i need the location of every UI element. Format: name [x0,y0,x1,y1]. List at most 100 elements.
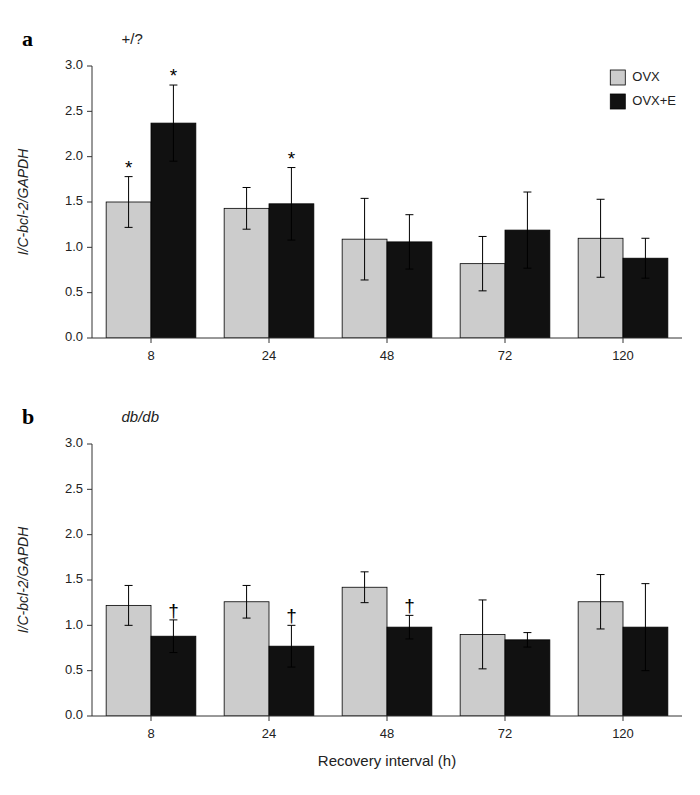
error-cap [243,618,251,619]
error-bar [405,615,413,639]
y-tick [87,202,92,203]
error-stem [482,600,483,669]
panel: 0.00.51.01.52.02.53.0***8244872120I/C-bc… [15,26,682,363]
y-tick-label: 2.0 [65,526,83,541]
y-tick [87,670,92,671]
x-tick [505,716,506,721]
error-cap [243,187,251,188]
error-bar [287,625,295,667]
error-bar [641,584,649,671]
y-tick [87,111,92,112]
legend-item: OVX+E [610,93,676,109]
error-stem [527,192,528,268]
y-tick [87,716,92,717]
x-axis-label: Recovery interval (h) [318,752,456,769]
error-cap [479,236,487,237]
error-stem [600,575,601,629]
x-tick-label: 24 [262,348,276,363]
x-tick [151,338,152,343]
error-bar [243,187,251,229]
significance-label: † [404,595,415,616]
error-stem [364,572,365,603]
error-stem [128,585,129,625]
x-tick [623,338,624,343]
marks [106,572,668,716]
error-cap [597,628,605,629]
panel-title: a [22,26,33,51]
y-tick [87,156,92,157]
background [0,0,700,795]
error-cap [597,277,605,278]
panel: 0.00.51.01.52.02.53.0†††8244872120I/C-bc… [15,404,682,769]
y-tick-label: 2.5 [65,103,83,118]
error-cap [641,583,649,584]
error-stem [128,177,129,228]
error-bar [479,600,487,669]
y-tick [87,625,92,626]
error-cap [361,198,369,199]
legend-label: OVX+E [632,93,676,108]
error-stem [173,85,174,161]
error-cap [169,652,177,653]
chart-root: 0.00.51.01.52.02.53.0***8244872120I/C-bc… [0,0,700,795]
error-stem [600,199,601,277]
x-tick-label: 24 [262,726,276,741]
x-tick-label: 48 [380,348,394,363]
error-stem [291,168,292,241]
error-cap [597,199,605,200]
x-tick-label: 72 [498,348,512,363]
legend: OVX OVX+E [610,69,676,109]
x-tick [387,716,388,721]
error-cap [405,269,413,270]
error-bar [243,585,251,618]
error-cap [479,290,487,291]
y-axis [92,66,93,338]
error-cap [641,670,649,671]
error-cap [597,574,605,575]
y-tick-label: 3.0 [65,435,83,450]
error-cap [361,602,369,603]
error-stem [645,238,646,278]
bar [342,587,387,716]
y-axis-label: I/C-bcl-2/GAPDH [15,526,31,633]
y-tick-label: 2.0 [65,148,83,163]
significance-label: * [125,157,133,178]
y-tick-label: 1.0 [65,239,83,254]
panel-title: b [22,404,34,429]
error-bar [361,198,369,280]
error-cap [125,585,133,586]
y-tick-label: 2.5 [65,481,83,496]
x-tick-label: 48 [380,726,394,741]
sig-labels: ††† [168,595,415,626]
sig-labels: *** [125,65,296,178]
error-bar [361,572,369,603]
x-tick [269,716,270,721]
error-stem [291,625,292,667]
error-stem [409,215,410,269]
y-tick [87,247,92,248]
x-tick-label: 8 [147,726,154,741]
x-tick [623,716,624,721]
error-cap [243,585,251,586]
error-cap [287,667,295,668]
panel-subtitle: +/? [122,30,143,47]
x-tick-label: 120 [612,726,634,741]
error-cap [523,192,531,193]
y-tick-label: 3.0 [65,57,83,72]
error-cap [169,161,177,162]
y-tick-label: 0.5 [65,662,83,677]
legend-item: OVX [610,69,660,85]
error-cap [405,214,413,215]
error-stem [527,633,528,648]
x-tick-label: 120 [612,348,634,363]
error-bar [597,575,605,629]
y-tick [87,580,92,581]
error-cap [361,279,369,280]
x-tick [269,338,270,343]
error-cap [125,227,133,228]
error-bar [523,633,531,648]
error-cap [641,278,649,279]
error-bar [523,192,531,268]
significance-label: † [286,605,297,626]
legend-swatch [610,70,625,85]
